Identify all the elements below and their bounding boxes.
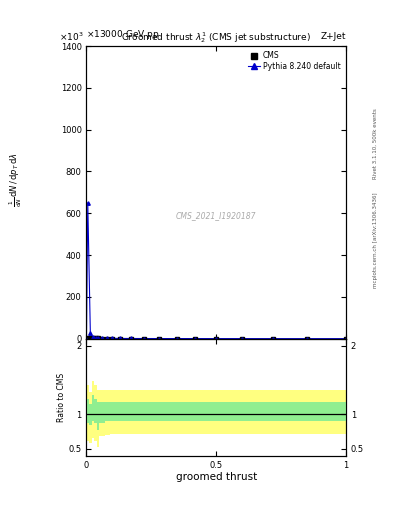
X-axis label: groomed thrust: groomed thrust bbox=[176, 472, 257, 482]
Text: $\frac{1}{\mathrm{d}N}\,\mathrm{d}N\,/\,\mathrm{d}p_T\,\mathrm{d}\lambda$: $\frac{1}{\mathrm{d}N}\,\mathrm{d}N\,/\,… bbox=[7, 152, 24, 207]
Text: Z+Jet: Z+Jet bbox=[320, 32, 346, 40]
Y-axis label: Ratio to CMS: Ratio to CMS bbox=[57, 373, 66, 422]
Text: mcplots.cern.ch [arXiv:1306.3436]: mcplots.cern.ch [arXiv:1306.3436] bbox=[373, 193, 378, 288]
Text: Rivet 3.1.10, 500k events: Rivet 3.1.10, 500k events bbox=[373, 108, 378, 179]
Text: $\times10^3$: $\times10^3$ bbox=[59, 31, 84, 43]
Text: CMS_2021_I1920187: CMS_2021_I1920187 bbox=[176, 211, 256, 220]
Title: Groomed thrust $\lambda_2^1$ (CMS jet substructure): Groomed thrust $\lambda_2^1$ (CMS jet su… bbox=[121, 30, 311, 45]
Text: $\times$13000 GeV pp: $\times$13000 GeV pp bbox=[86, 28, 160, 40]
Legend: CMS, Pythia 8.240 default: CMS, Pythia 8.240 default bbox=[247, 50, 342, 73]
